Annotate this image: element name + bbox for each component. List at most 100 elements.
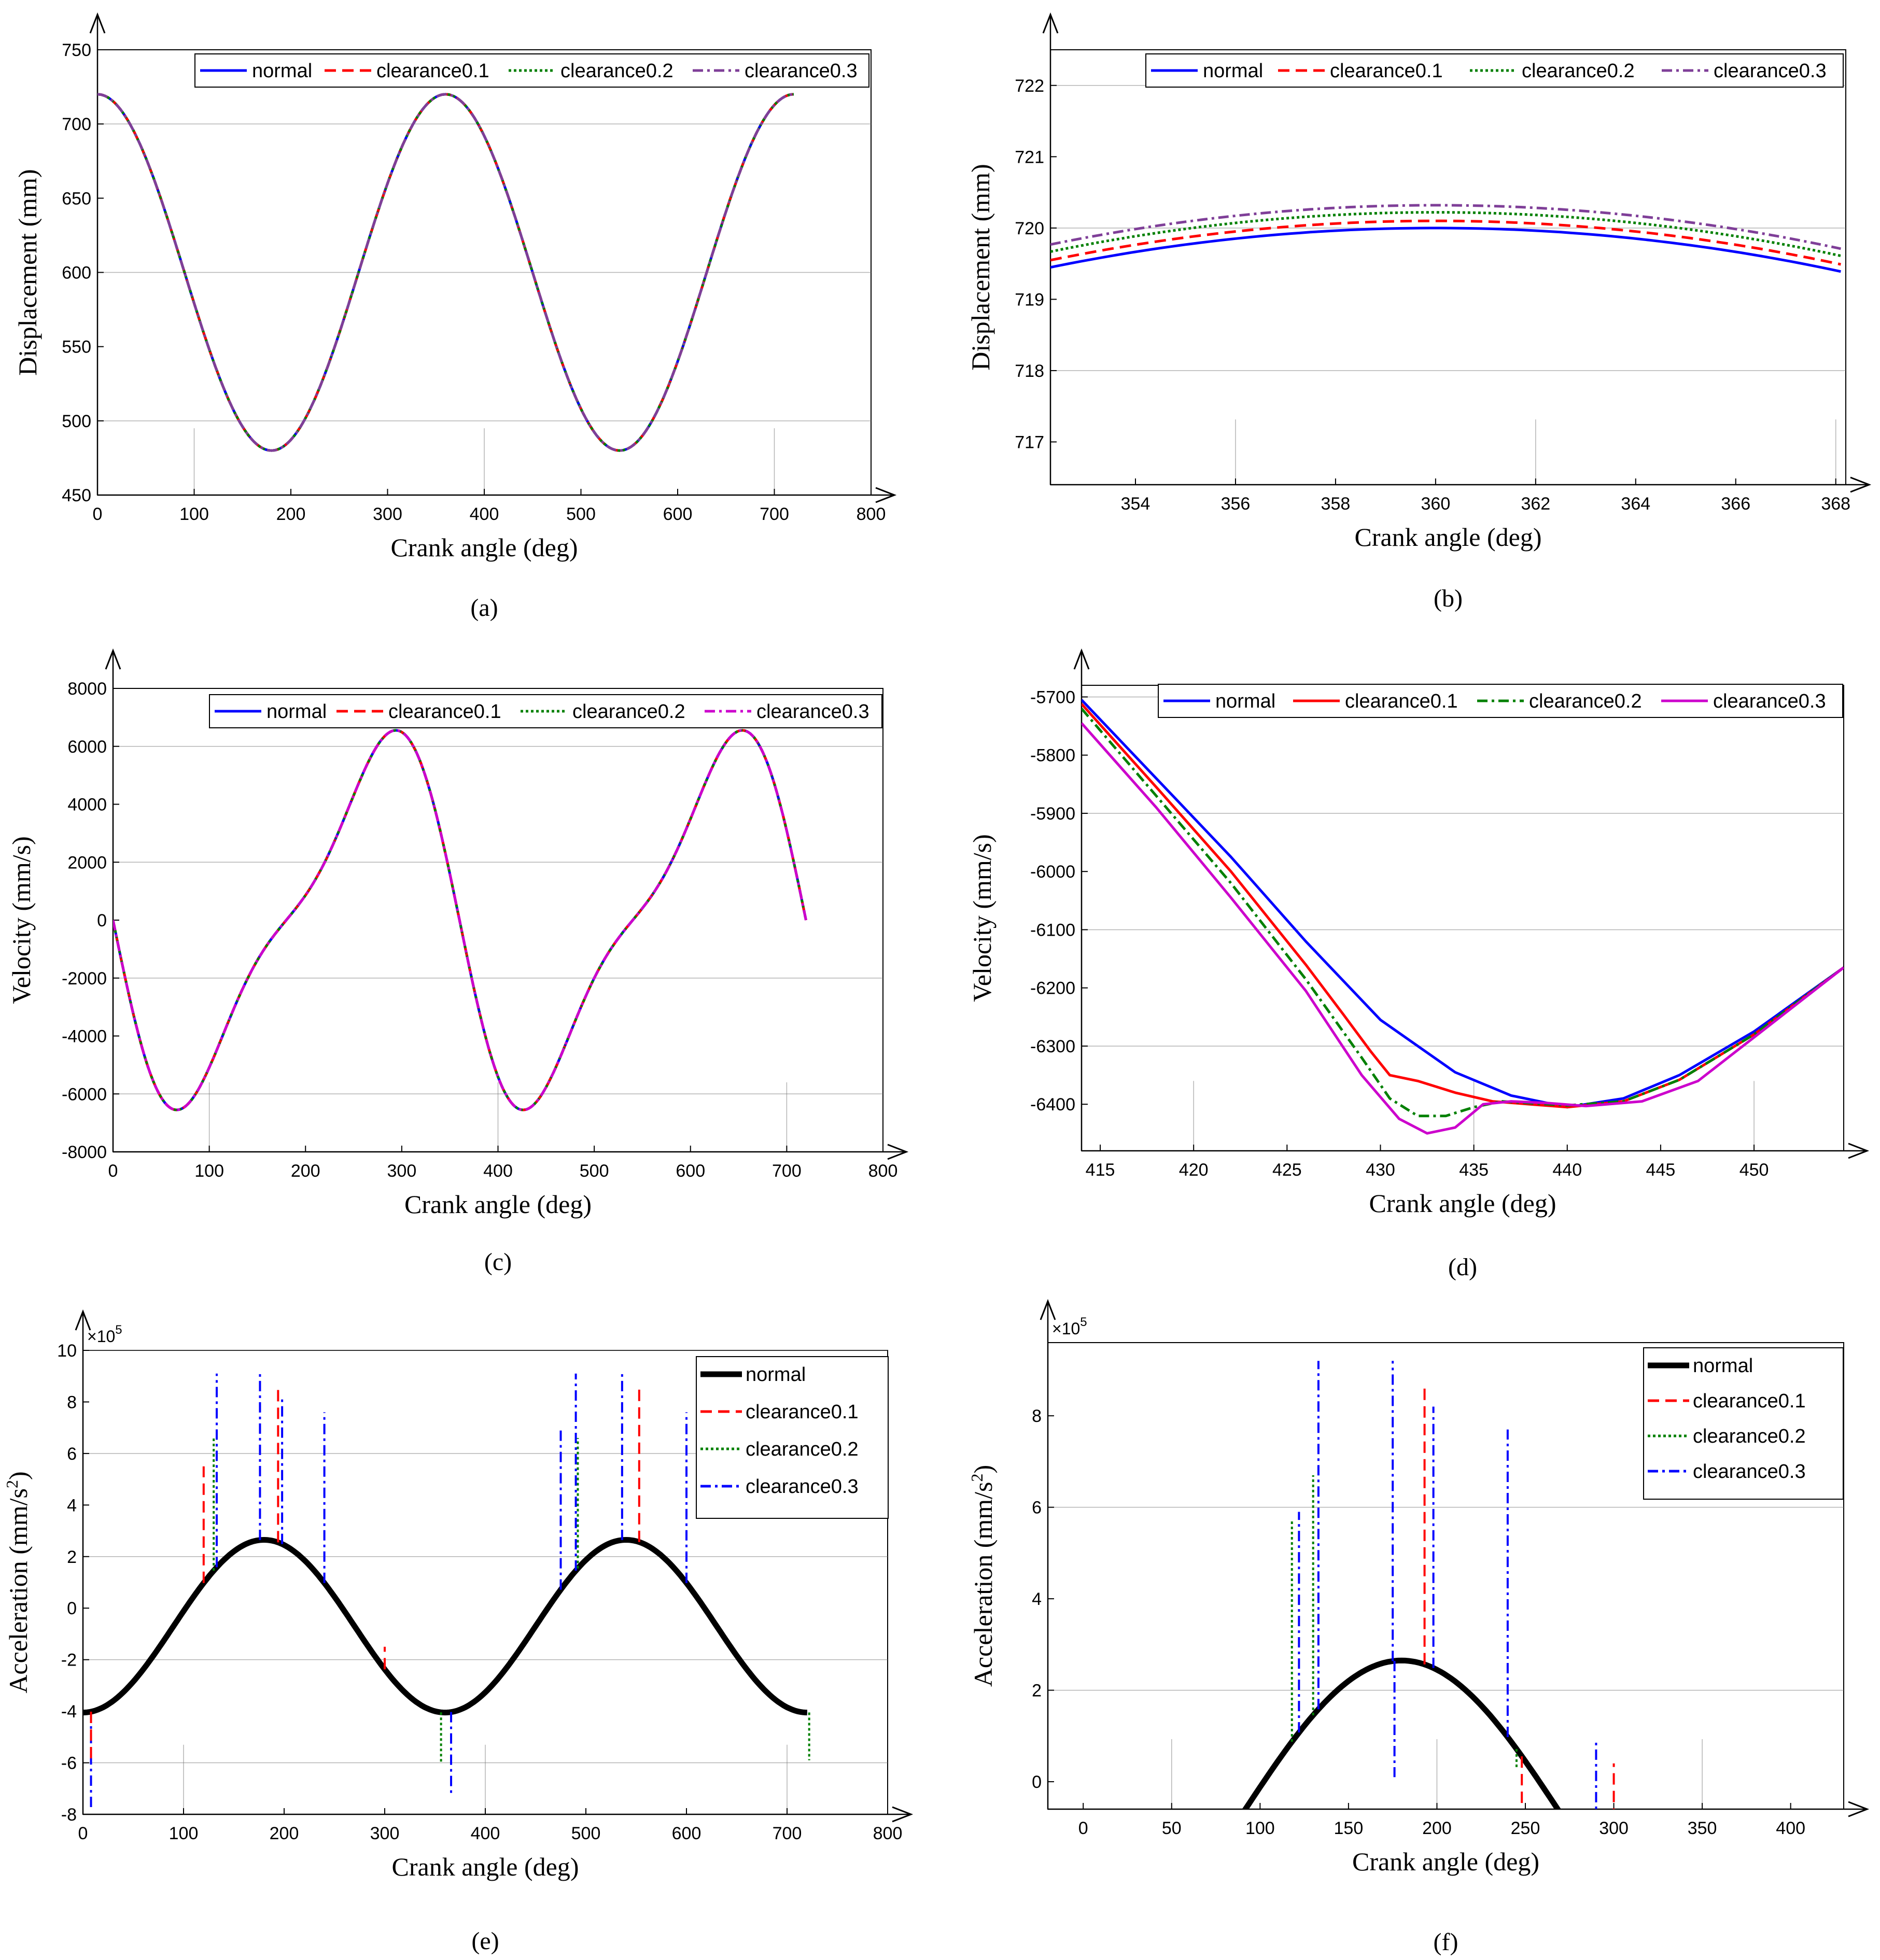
x-tick-label: 364 bbox=[1621, 494, 1650, 514]
y-tick-label: 700 bbox=[62, 115, 91, 134]
panel-caption: (b) bbox=[1434, 585, 1463, 612]
series-line-normal bbox=[1082, 699, 1844, 1109]
axis-multiplier-base: ×10 bbox=[87, 1327, 115, 1346]
x-tick-label: 100 bbox=[169, 1824, 199, 1843]
y-tick-label: -5700 bbox=[1030, 687, 1075, 707]
legend-label-clearance0.2: clearance0.2 bbox=[1693, 1426, 1806, 1447]
legend-label-clearance0.1: clearance0.1 bbox=[376, 60, 489, 82]
legend: normal clearance0.1 clearance0.2 clearance0… bbox=[1145, 53, 1844, 88]
x-tick-label: 600 bbox=[672, 1824, 702, 1843]
legend: normal clearance0.1 clearance0.2 clearance0… bbox=[194, 53, 869, 88]
legend-label-normal: normal bbox=[1203, 60, 1263, 82]
x-tick-label: 440 bbox=[1552, 1160, 1582, 1180]
y-tick-label: 650 bbox=[62, 189, 91, 208]
axis-multiplier-exp: 5 bbox=[115, 1323, 122, 1337]
y-tick-label: -4000 bbox=[62, 1027, 107, 1047]
y-tick-label: 4000 bbox=[67, 795, 107, 815]
x-axis-arrowhead bbox=[1848, 1143, 1870, 1159]
legend-label-clearance0.3: clearance0.3 bbox=[746, 1476, 859, 1498]
y-tick-label: 10 bbox=[57, 1341, 77, 1361]
series-line-normal bbox=[83, 1537, 808, 1716]
y-tick-label: 719 bbox=[1015, 290, 1044, 309]
series-group bbox=[113, 729, 807, 1111]
legend-label-clearance0.2: clearance0.2 bbox=[560, 60, 674, 82]
x-tick-label: 700 bbox=[772, 1161, 802, 1181]
legend-box bbox=[209, 694, 882, 728]
x-tick-label: 100 bbox=[194, 1161, 224, 1181]
legend-label-normal: normal bbox=[1693, 1355, 1753, 1377]
x-tick-label: 700 bbox=[773, 1824, 802, 1843]
legend-box bbox=[1145, 53, 1844, 88]
y-tick-label: 8 bbox=[67, 1392, 77, 1412]
y-tick-label: 2 bbox=[67, 1547, 77, 1567]
y-tick-label: -5900 bbox=[1030, 804, 1075, 824]
series-line-clearance0.3 bbox=[1082, 722, 1844, 1135]
x-tick-label: 0 bbox=[108, 1161, 118, 1181]
y-axis-label: Velocity (mm/s) bbox=[7, 836, 36, 1004]
y-axis-label: Velocity (mm/s) bbox=[967, 834, 997, 1002]
panel-e-acceleration: 0 100 200 300 400 500 600 700 800 -8 -6 -4 -2 0 2 4 6 8 10… bbox=[3, 1309, 914, 1955]
y-axis-arrowhead bbox=[1042, 12, 1059, 34]
y-tick-label: -6400 bbox=[1030, 1095, 1075, 1115]
panel-f-acceleration-zoom: 0 50 100 150 200 250 300 350 400 0 2 4 6 8 Crank angle… bbox=[967, 1299, 1870, 1956]
legend: normal clearance0.1 clearance0.2 clearance0… bbox=[1158, 684, 1843, 718]
axis-arrows bbox=[89, 12, 897, 503]
series-line-clearance0.1 bbox=[83, 1539, 807, 1714]
x-tick-label: 600 bbox=[676, 1161, 705, 1181]
x-tick-label: 300 bbox=[370, 1824, 400, 1843]
legend-label-clearance0.1: clearance0.1 bbox=[388, 701, 501, 723]
y-tick-label: 2 bbox=[1032, 1681, 1042, 1701]
axis-multiplier: ×105 bbox=[87, 1323, 122, 1346]
y-tick-label: -5800 bbox=[1030, 746, 1075, 766]
y-tick-label: -6000 bbox=[1030, 862, 1075, 882]
plot-frame bbox=[1081, 685, 1844, 1151]
x-axis-arrowhead bbox=[887, 1144, 909, 1160]
axis-arrows bbox=[1073, 648, 1870, 1159]
x-axis-label: Crank angle (deg) bbox=[1352, 1847, 1539, 1876]
x-tick-label: 500 bbox=[566, 504, 596, 524]
x-axis-label: Crank angle (deg) bbox=[1369, 1189, 1556, 1218]
axis-arrows bbox=[1042, 12, 1872, 493]
panel-a-displacement: 0 100 200 300 400 500 600 700 800 450 500 550 600 650… bbox=[13, 12, 897, 622]
x-axis-label: Crank angle (deg) bbox=[404, 1190, 592, 1219]
y-axis-label-main: Acceleration (mm/s bbox=[969, 1482, 998, 1687]
x-tick-label: 700 bbox=[760, 504, 789, 524]
x-tick-label: 300 bbox=[387, 1161, 417, 1181]
y-tick-label: -6300 bbox=[1030, 1037, 1075, 1056]
series-line-clearance0.3 bbox=[1050, 204, 1841, 250]
y-axis-label: Displacement (mm) bbox=[13, 169, 42, 376]
panel-b-displacement-zoom: 354 356 358 360 362 364 366 368 717 718 719 720 721 7… bbox=[966, 12, 1872, 612]
y-tick-label: -6000 bbox=[62, 1084, 107, 1104]
y-tick-label: 6 bbox=[1032, 1498, 1042, 1518]
legend-label-clearance0.3: clearance0.3 bbox=[1713, 690, 1826, 712]
series-group bbox=[1050, 204, 1841, 273]
y-axis-arrowhead bbox=[75, 1309, 91, 1331]
x-tick-label: 356 bbox=[1221, 494, 1251, 514]
x-tick-label: 415 bbox=[1086, 1160, 1115, 1180]
y-tick-label: -4 bbox=[61, 1702, 77, 1722]
y-tick-label: 8000 bbox=[67, 679, 107, 699]
x-tick-label: 366 bbox=[1721, 494, 1750, 514]
legend-label-clearance0.2: clearance0.2 bbox=[572, 701, 685, 723]
panel-caption: (e) bbox=[471, 1927, 499, 1955]
y-tick-label: 0 bbox=[1032, 1772, 1042, 1792]
y-axis-arrowhead bbox=[105, 648, 121, 670]
axis-arrows bbox=[105, 648, 909, 1160]
panel-caption: (c) bbox=[484, 1248, 512, 1276]
panel-d-velocity-zoom: 415 420 425 430 435 440 445 450 -6400 -6300 -6200 -… bbox=[967, 648, 1870, 1281]
y-axis-label-main: Acceleration (mm/s bbox=[4, 1488, 33, 1694]
y-tick-label: 450 bbox=[62, 486, 91, 505]
y-axis-label-end: ) bbox=[4, 1471, 33, 1480]
panel-c-velocity: 0 100 200 300 400 500 600 700 800 -8000 -6000 -4000… bbox=[7, 648, 909, 1276]
series-line-clearance0.1 bbox=[1050, 219, 1841, 266]
x-tick-label: 0 bbox=[93, 504, 103, 524]
series-line-clearance0.2 bbox=[83, 1539, 807, 1714]
panel-caption: (a) bbox=[470, 594, 498, 622]
y-tick-label: -8 bbox=[61, 1805, 77, 1825]
panel-caption: (f) bbox=[1434, 1928, 1458, 1956]
y-tick-label: 2000 bbox=[67, 853, 107, 872]
x-tick-label: 800 bbox=[868, 1161, 898, 1181]
legend-label-normal: normal bbox=[1215, 690, 1275, 712]
series-group bbox=[97, 93, 794, 452]
y-axis-label: Displacement (mm) bbox=[966, 164, 995, 371]
